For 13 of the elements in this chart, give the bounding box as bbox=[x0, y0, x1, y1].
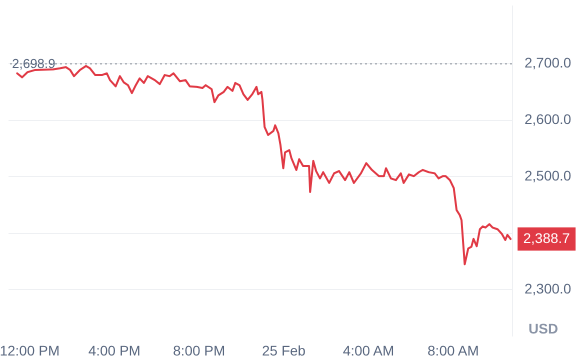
x-tick-label: 25 Feb bbox=[262, 342, 306, 358]
annotation: 2,388.7 bbox=[523, 230, 570, 246]
y-tick-label: 2,300.0 bbox=[524, 280, 572, 297]
y-tick-label: 2,600.0 bbox=[524, 111, 572, 128]
x-tick-label: 12:00 PM bbox=[0, 342, 60, 358]
y-tick-label: 2,700.0 bbox=[524, 54, 572, 71]
y-tick-label: 2,500.0 bbox=[524, 168, 572, 184]
ref-line-label: 2,698.9 bbox=[12, 56, 56, 71]
x-tick-label: 8:00 PM bbox=[173, 342, 226, 358]
x-tick-label: 8:00 AM bbox=[428, 342, 479, 358]
y-axis-title: USD bbox=[528, 320, 558, 336]
x-tick-label: 4:00 AM bbox=[342, 342, 394, 358]
x-tick-label: 4:00 PM bbox=[88, 342, 140, 358]
